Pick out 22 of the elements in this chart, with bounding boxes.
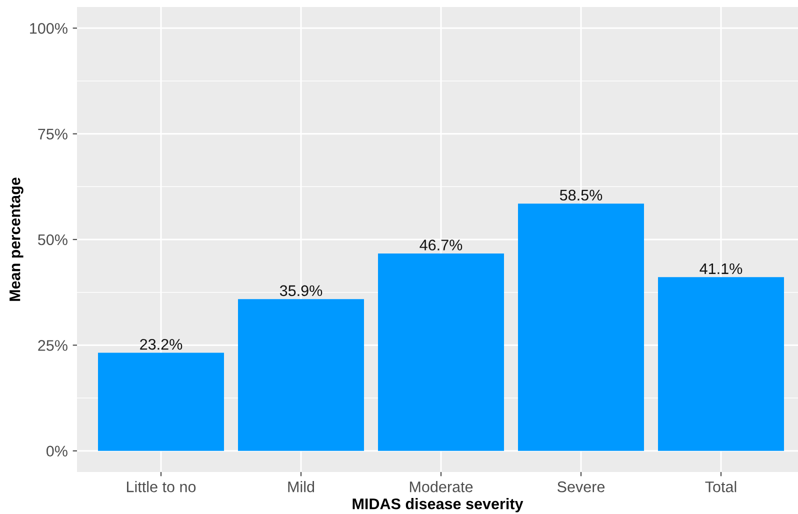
bar	[518, 204, 644, 451]
data-label: 41.1%	[700, 263, 742, 274]
x-tick-label: Little to no	[127, 481, 196, 492]
y-tick-label: 50%	[38, 234, 68, 246]
y-tick-label: 0%	[46, 446, 68, 457]
data-label: 23.2%	[140, 338, 182, 350]
data-label: 58.5%	[560, 190, 602, 201]
x-tick-label: Moderate	[410, 481, 473, 492]
x-tick-label: Total	[705, 481, 736, 492]
data-label: 46.7%	[420, 240, 462, 250]
bar	[378, 253, 504, 451]
x-axis-title: MIDAS disease severity	[352, 498, 524, 512]
data-label: 35.9%	[280, 285, 322, 296]
y-tick-label: 25%	[38, 340, 68, 351]
x-tick-label: Mild	[288, 481, 314, 492]
y-axis-title: Mean percentage	[10, 178, 24, 301]
y-tick-label: 75%	[38, 128, 68, 140]
bar	[658, 277, 784, 451]
x-tick-label: Severe	[557, 481, 605, 492]
bar	[98, 352, 224, 451]
bar	[238, 299, 364, 451]
y-tick-label: 100%	[30, 23, 68, 34]
